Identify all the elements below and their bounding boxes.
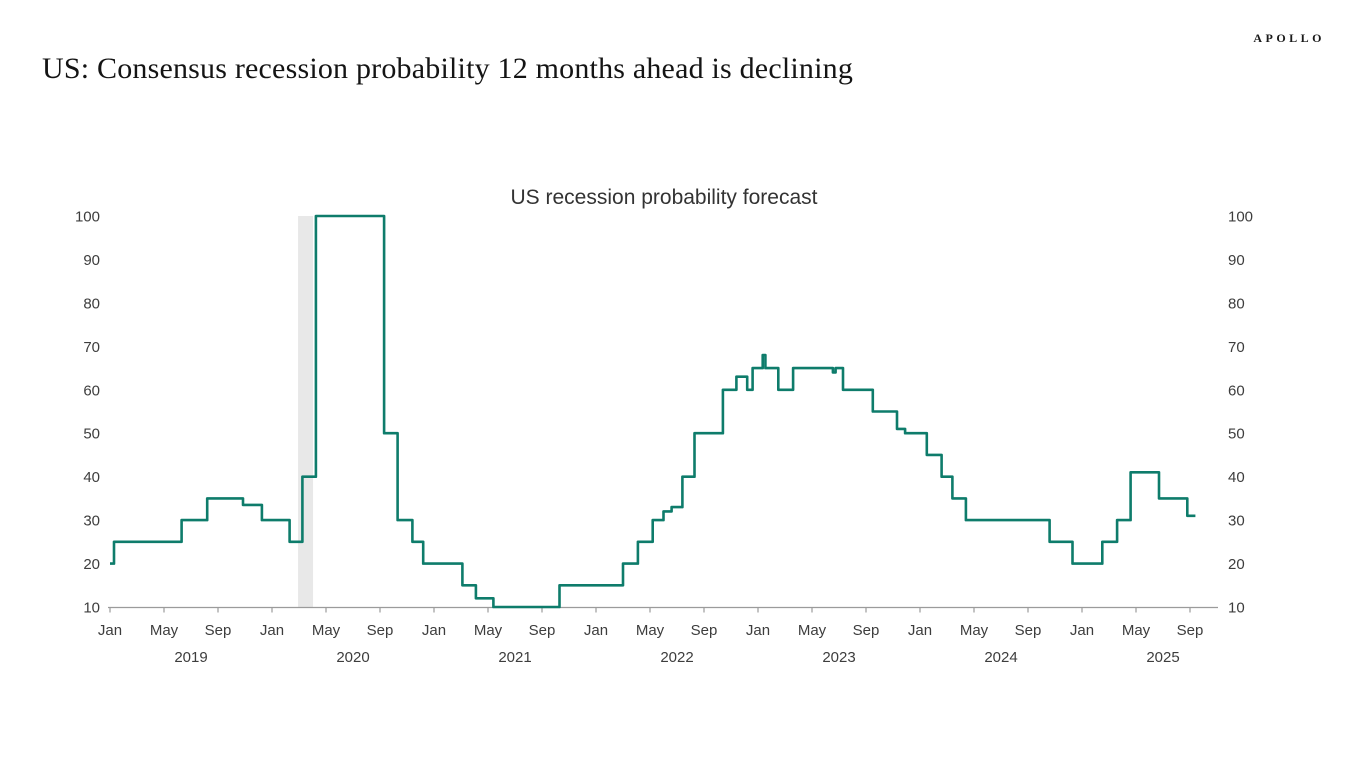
y-axis-label-right: 100: [1228, 209, 1253, 226]
y-axis-label-left: 60: [83, 382, 100, 399]
y-axis-label-left: 90: [83, 252, 100, 269]
y-axis-label-right: 80: [1228, 295, 1245, 312]
y-axis-label-right: 10: [1228, 600, 1245, 617]
recession-band: [298, 216, 314, 607]
y-axis-label-right: 20: [1228, 556, 1245, 573]
y-axis-label-right: 90: [1228, 252, 1245, 269]
apollo-logo: APOLLO: [1253, 31, 1325, 45]
y-axis-label-left: 10: [83, 600, 100, 617]
x-tick-label: Jan: [908, 622, 932, 639]
x-tick-label: May: [798, 622, 827, 639]
x-tick-label: Jan: [746, 622, 770, 639]
y-axis-label-left: 100: [75, 209, 100, 226]
y-axis-label-right: 50: [1228, 426, 1245, 443]
x-year-label: 2023: [822, 649, 855, 666]
x-tick-label: Jan: [260, 622, 284, 639]
y-axis-label-left: 70: [83, 339, 100, 356]
x-tick-label: Sep: [1177, 622, 1204, 639]
x-tick-label: Sep: [691, 622, 718, 639]
x-tick-label: Jan: [98, 622, 122, 639]
x-tick-label: Sep: [367, 622, 394, 639]
y-axis-label-left: 80: [83, 295, 100, 312]
x-year-label: 2022: [660, 649, 693, 666]
x-year-label: 2025: [1146, 649, 1179, 666]
y-axis-label-left: 30: [83, 513, 100, 530]
x-year-label: 2024: [984, 649, 1017, 666]
x-tick-label: Sep: [1015, 622, 1042, 639]
x-tick-label: May: [960, 622, 989, 639]
y-axis-label-right: 60: [1228, 382, 1245, 399]
x-year-label: 2019: [174, 649, 207, 666]
y-axis-label-right: 30: [1228, 513, 1245, 530]
x-tick-label: Jan: [1070, 622, 1094, 639]
x-tick-label: May: [312, 622, 341, 639]
x-tick-label: Jan: [422, 622, 446, 639]
x-tick-label: Sep: [205, 622, 232, 639]
y-axis-label-left: 20: [83, 556, 100, 573]
x-tick-label: Sep: [853, 622, 880, 639]
x-tick-label: May: [150, 622, 179, 639]
x-tick-label: May: [1122, 622, 1151, 639]
x-year-label: 2020: [336, 649, 369, 666]
x-tick-label: May: [636, 622, 665, 639]
x-tick-label: Sep: [529, 622, 556, 639]
page-title: US: Consensus recession probability 12 m…: [42, 52, 854, 85]
y-axis-label-left: 40: [83, 469, 100, 486]
x-tick-label: Jan: [584, 622, 608, 639]
x-tick-label: May: [474, 622, 503, 639]
y-axis-label-right: 70: [1228, 339, 1245, 356]
chart-title: US recession probability forecast: [510, 186, 818, 209]
x-year-label: 2021: [498, 649, 531, 666]
y-axis-label-left: 50: [83, 426, 100, 443]
probability-line: [110, 214, 1196, 609]
y-axis-label-right: 40: [1228, 469, 1245, 486]
